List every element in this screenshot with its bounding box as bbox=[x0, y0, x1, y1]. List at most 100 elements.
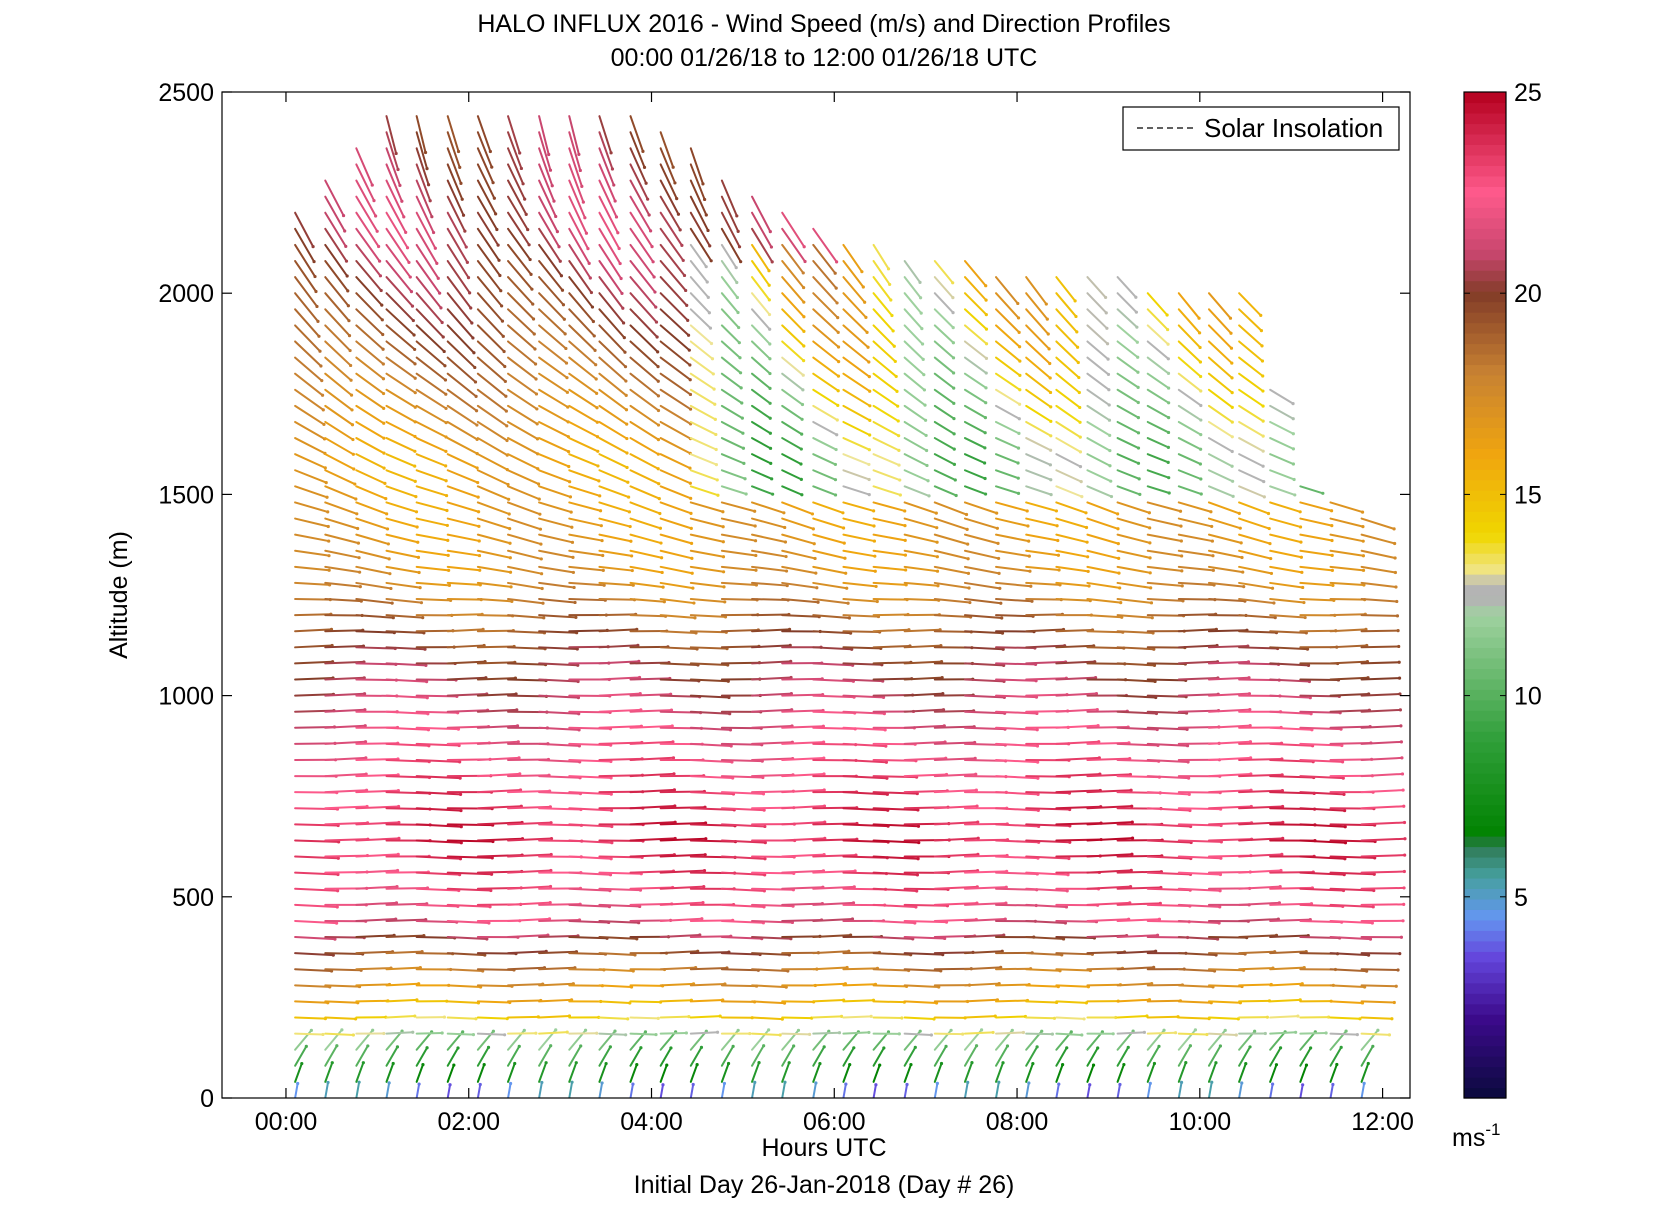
wind-vector-head bbox=[567, 450, 570, 453]
wind-vector bbox=[843, 390, 869, 406]
wind-vector-head bbox=[413, 450, 416, 453]
wind-vector-head bbox=[802, 330, 805, 333]
wind-vector-head bbox=[1199, 433, 1202, 436]
wind-vector-head bbox=[346, 274, 349, 277]
colorbar-cell bbox=[1464, 815, 1506, 826]
wind-vector-head bbox=[1118, 1083, 1121, 1086]
wind-vector-head bbox=[475, 423, 478, 426]
wind-vector bbox=[905, 341, 924, 359]
wind-vector bbox=[1209, 406, 1232, 422]
wind-vector-head bbox=[328, 569, 331, 572]
wind-vector-head bbox=[1026, 509, 1029, 512]
wind-vector bbox=[782, 1082, 785, 1098]
wind-vector bbox=[1148, 374, 1169, 388]
wind-vector-head bbox=[1029, 585, 1032, 588]
x-tick-label: 02:00 bbox=[437, 1108, 500, 1136]
wind-vector-head bbox=[944, 1045, 947, 1048]
wind-vector bbox=[569, 309, 594, 336]
wind-vector bbox=[935, 583, 969, 588]
colorbar-cell bbox=[1464, 323, 1506, 334]
wind-vector bbox=[752, 519, 785, 528]
wind-vector bbox=[935, 1034, 963, 1035]
wind-vector-head bbox=[968, 601, 971, 604]
wind-vector-head bbox=[644, 182, 647, 185]
wind-vector-head bbox=[740, 401, 743, 404]
wind-vector bbox=[782, 1018, 811, 1019]
wind-vector bbox=[965, 438, 985, 448]
wind-vector-head bbox=[763, 825, 766, 828]
wind-vector-head bbox=[429, 199, 432, 202]
wind-vector-head bbox=[459, 809, 462, 812]
wind-vector-head bbox=[703, 869, 706, 872]
wind-vector-head bbox=[722, 525, 725, 528]
wind-vector bbox=[752, 374, 770, 389]
wind-vector-head bbox=[909, 1063, 912, 1066]
wind-vector-head bbox=[930, 1033, 933, 1036]
wind-vector-head bbox=[355, 512, 358, 515]
wind-vector-head bbox=[1018, 417, 1021, 420]
wind-vector bbox=[1209, 985, 1242, 986]
wind-vector bbox=[1026, 969, 1060, 971]
wind-vector-head bbox=[764, 841, 767, 844]
wind-vector-head bbox=[1199, 389, 1202, 392]
wind-vector bbox=[1239, 1083, 1242, 1098]
wind-vector bbox=[386, 470, 415, 481]
wind-vector-head bbox=[415, 510, 418, 513]
wind-vector bbox=[905, 502, 937, 513]
wind-vector-head bbox=[1394, 571, 1397, 574]
wind-vector-head bbox=[533, 347, 536, 350]
wind-vector-head bbox=[983, 461, 986, 464]
wind-vector-head bbox=[1214, 1061, 1217, 1064]
wind-vector-head bbox=[1057, 1083, 1060, 1086]
wind-vector-head bbox=[1376, 1029, 1379, 1032]
wind-vector-head bbox=[531, 302, 534, 305]
wind-vector-head bbox=[923, 404, 926, 407]
wind-vector bbox=[599, 535, 630, 542]
wind-vector bbox=[661, 1048, 671, 1066]
wind-vector bbox=[356, 229, 379, 261]
wind-vector bbox=[752, 454, 771, 463]
wind-vector bbox=[661, 325, 690, 350]
wind-vector bbox=[813, 245, 835, 273]
wind-vector bbox=[722, 454, 744, 463]
wind-vector-head bbox=[702, 885, 705, 888]
wind-vector bbox=[1300, 1048, 1310, 1066]
wind-vector bbox=[1118, 1032, 1145, 1033]
wind-vector-head bbox=[675, 197, 678, 200]
wind-vector bbox=[843, 422, 869, 435]
wind-vector-head bbox=[445, 494, 448, 497]
wind-vector-head bbox=[1017, 477, 1020, 480]
wind-vector-head bbox=[502, 335, 505, 338]
wind-vector bbox=[448, 261, 470, 293]
wind-vector-head bbox=[1149, 586, 1152, 589]
wind-vector-head bbox=[966, 528, 969, 531]
wind-vector-head bbox=[424, 151, 427, 154]
wind-vector bbox=[1270, 599, 1304, 603]
wind-vector-head bbox=[593, 334, 596, 337]
wind-vector-head bbox=[541, 602, 544, 605]
wind-vector bbox=[1362, 1034, 1390, 1035]
wind-vector bbox=[569, 438, 598, 451]
wind-vector bbox=[996, 277, 1018, 303]
colorbar-cell bbox=[1464, 522, 1506, 533]
wind-vector bbox=[1087, 406, 1109, 420]
wind-vector-head bbox=[582, 201, 585, 204]
wind-vector bbox=[1056, 567, 1088, 572]
wind-vector-head bbox=[1136, 341, 1139, 344]
wind-vector bbox=[325, 261, 348, 291]
wind-vector-head bbox=[688, 363, 691, 366]
wind-vector-head bbox=[672, 756, 675, 759]
wind-vector-head bbox=[381, 348, 384, 351]
colorbar-cell bbox=[1464, 186, 1506, 197]
wind-vector-head bbox=[589, 276, 592, 279]
wind-vector bbox=[965, 454, 985, 463]
wind-vector-head bbox=[593, 349, 596, 352]
wind-vector bbox=[295, 309, 319, 336]
wind-vector-head bbox=[712, 372, 715, 375]
colorbar-cell bbox=[1464, 281, 1506, 292]
wind-vector-head bbox=[991, 1031, 994, 1034]
wind-vector-head bbox=[797, 1029, 800, 1032]
wind-vector-head bbox=[489, 150, 492, 153]
wind-vector-head bbox=[1304, 616, 1307, 619]
wind-vector bbox=[1056, 969, 1090, 970]
